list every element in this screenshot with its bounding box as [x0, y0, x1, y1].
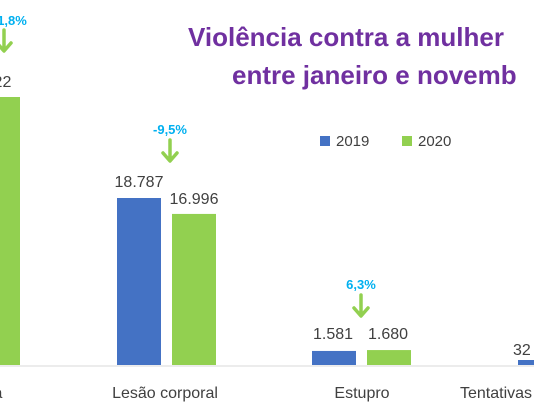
down-arrow-icon — [0, 28, 13, 53]
category-label-3: Tentativas — [460, 385, 532, 402]
data-label-2020-1: 16.996 — [170, 191, 219, 208]
bar-2019-3-cropped — [518, 360, 534, 365]
chart-title-line-2: entre janeiro e novemb — [232, 60, 517, 90]
data-label-2020-2: 1.680 — [368, 326, 408, 343]
change-label-1: -9,5% — [153, 122, 187, 137]
bar-2020-0-cropped — [0, 97, 20, 365]
chart-title-line-1: Violência contra a mulher — [188, 22, 504, 52]
legend-label-2020: 2020 — [418, 133, 451, 150]
data-label-2019-2: 1.581 — [313, 326, 353, 343]
data-label-2019-3: 32 — [513, 342, 531, 359]
category-label-1: Lesão corporal — [112, 385, 218, 402]
legend-swatch-2020 — [402, 136, 412, 146]
down-arrow-icon — [161, 138, 179, 163]
bar-2019-2 — [312, 350, 356, 365]
bar-2019-1 — [117, 198, 161, 365]
change-label-2: 6,3% — [346, 277, 376, 292]
category-label-0: a — [0, 385, 3, 402]
legend-label-2019: 2019 — [336, 133, 369, 150]
category-label-2: Estupro — [334, 385, 389, 402]
down-arrow-icon — [352, 293, 370, 318]
data-label-2020-0: 122 — [0, 74, 11, 91]
bar-2020-2 — [367, 350, 411, 365]
bar-2020-1 — [172, 213, 216, 365]
legend-swatch-2019 — [320, 136, 330, 146]
change-label-0: 1,8% — [0, 13, 27, 28]
data-label-2019-1: 18.787 — [115, 174, 164, 191]
